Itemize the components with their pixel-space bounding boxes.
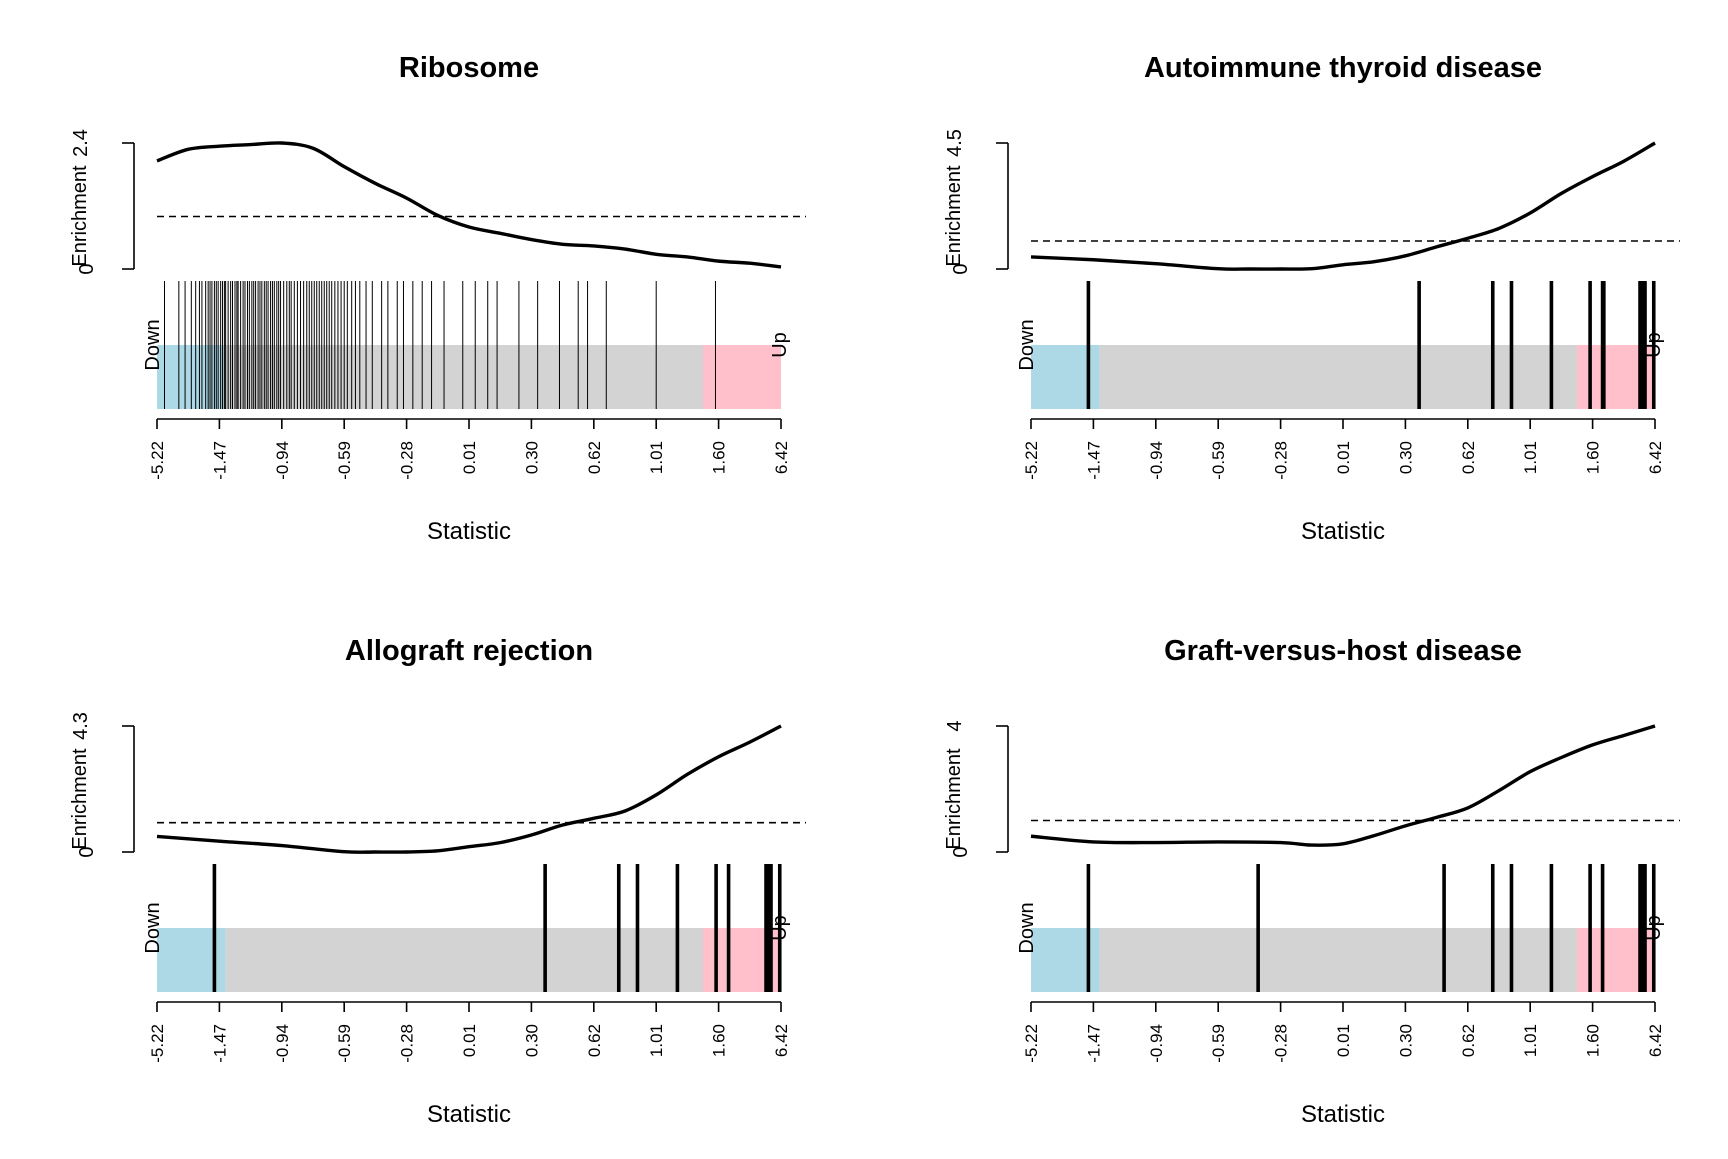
x-axis-label: Statistic — [1301, 518, 1385, 545]
x-tick-label: 0.62 — [585, 1024, 604, 1057]
up-label: Up — [1643, 332, 1665, 358]
chart-title: Ribosome — [399, 52, 539, 84]
x-axis-label: Statistic — [427, 1101, 511, 1128]
x-tick-label: 0.30 — [1396, 441, 1415, 474]
x-tick-label: 0.62 — [1459, 1024, 1478, 1057]
x-tick-label: -0.94 — [273, 441, 292, 480]
x-tick-label: -0.28 — [1272, 441, 1291, 480]
y-axis-label: Enrichment — [943, 165, 965, 267]
x-axis-label: Statistic — [1301, 1101, 1385, 1128]
y-max-label: 4.5 — [944, 129, 966, 157]
barcode-chart: Autoimmune thyroid disease 4.5 0Enrichment… — [943, 52, 1680, 545]
x-tick-label: -0.28 — [398, 1024, 417, 1063]
enrichment-curve — [1030, 724, 1656, 847]
down-label: Down — [142, 319, 164, 370]
down-label: Down — [142, 902, 164, 953]
y-axis-label: Enrichment — [69, 165, 91, 267]
y-max-label: 4.3 — [70, 712, 92, 740]
x-tick-label: 1.60 — [1584, 1024, 1603, 1057]
barcode-panel: Ribosome 2.4 0 Enrichment Down Up -5.22 -1.47 -0… — [0, 0, 864, 576]
x-tick-label: 0.01 — [460, 1024, 479, 1057]
y-max-label: 4 — [944, 720, 966, 731]
down-label: Down — [1016, 902, 1038, 953]
x-tick-label: -0.59 — [335, 1024, 354, 1063]
middle-region — [1099, 928, 1577, 992]
y-max-label: 2.4 — [70, 129, 92, 157]
barcode-panel: Allograft rejection 4.3 0 Enrichment Down Up -… — [0, 583, 864, 1159]
x-tick-label: 0.30 — [522, 441, 541, 474]
chart-title: Allograft rejection — [345, 635, 593, 667]
x-tick-label: -5.22 — [148, 1024, 167, 1063]
x-tick-label: 0.62 — [585, 441, 604, 474]
x-tick-label: -0.28 — [398, 441, 417, 480]
y-axis-label: Enrichment — [943, 748, 965, 850]
x-tick-label: 1.60 — [710, 1024, 729, 1057]
up-label: Up — [769, 332, 791, 358]
x-tick-label: -0.59 — [335, 441, 354, 480]
y-min-label: 0 — [76, 846, 98, 857]
x-tick-label: -0.94 — [273, 1024, 292, 1063]
x-tick-label: 1.01 — [647, 1024, 666, 1057]
x-tick-label: 6.42 — [772, 1024, 791, 1057]
x-tick-label: -0.59 — [1209, 441, 1228, 480]
y-min-label: 0 — [950, 263, 972, 274]
x-tick-label: 0.30 — [1396, 1024, 1415, 1057]
barcode-panel: Graft-versus-host disease 4 0 Enrichment Dow… — [874, 583, 1728, 1159]
x-tick-label: -0.94 — [1147, 1024, 1166, 1063]
x-tick-label: 0.01 — [460, 441, 479, 474]
x-tick-label: 0.01 — [1334, 441, 1353, 474]
chart-title: Graft-versus-host disease — [1164, 635, 1522, 667]
x-tick-label: 1.01 — [1521, 441, 1540, 474]
middle-region — [1099, 345, 1577, 409]
x-tick-label: -5.22 — [1022, 1024, 1041, 1063]
x-tick-label: 6.42 — [1646, 1024, 1665, 1057]
x-axis-label: Statistic — [427, 518, 511, 545]
x-tick-label: 0.30 — [522, 1024, 541, 1057]
y-axis-label: Enrichment — [69, 748, 91, 850]
x-tick-label: -1.47 — [210, 1024, 229, 1063]
up-label: Up — [769, 915, 791, 941]
x-tick-label: -5.22 — [1022, 441, 1041, 480]
barcode-panel: Autoimmune thyroid disease 4.5 0 Enrichment… — [874, 0, 1728, 576]
y-min-label: 0 — [950, 846, 972, 857]
middle-region — [225, 345, 703, 409]
x-tick-label: 1.01 — [1521, 1024, 1540, 1057]
x-tick-label: 1.60 — [1584, 441, 1603, 474]
x-tick-label: -1.47 — [1084, 1024, 1103, 1063]
up-label: Up — [1643, 915, 1665, 941]
enrichment-curve — [156, 724, 782, 854]
y-min-label: 0 — [76, 263, 98, 274]
enrichment-curve — [1030, 141, 1656, 271]
x-tick-label: 1.01 — [647, 441, 666, 474]
x-tick-label: -1.47 — [210, 441, 229, 480]
chart-title: Autoimmune thyroid disease — [1144, 52, 1542, 84]
enrichment-curve — [156, 141, 782, 269]
x-tick-label: 6.42 — [1646, 441, 1665, 474]
x-tick-label: -5.22 — [148, 441, 167, 480]
x-tick-label: -0.28 — [1272, 1024, 1291, 1063]
x-tick-label: -0.59 — [1209, 1024, 1228, 1063]
x-tick-label: 0.01 — [1334, 1024, 1353, 1057]
down-label: Down — [1016, 319, 1038, 370]
middle-region — [225, 928, 703, 992]
x-tick-label: 0.62 — [1459, 441, 1478, 474]
x-tick-label: 1.60 — [710, 441, 729, 474]
x-tick-label: -1.47 — [1084, 441, 1103, 480]
x-tick-label: 6.42 — [772, 441, 791, 474]
up-region — [703, 345, 781, 409]
x-tick-label: -0.94 — [1147, 441, 1166, 480]
